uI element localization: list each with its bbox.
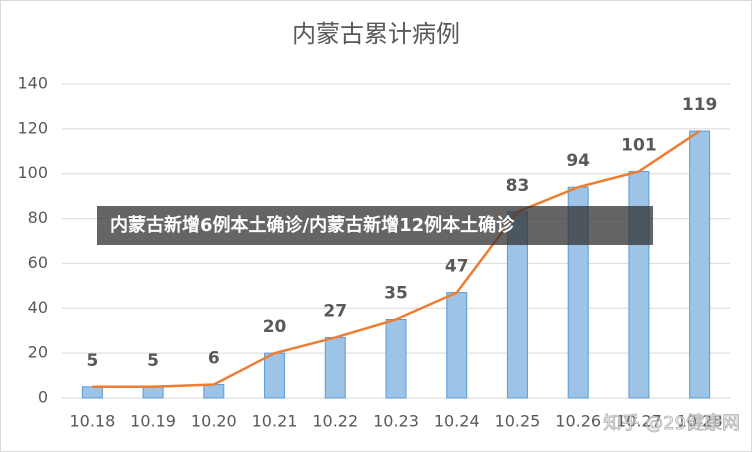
x-tick-label: 10.22: [312, 412, 358, 431]
data-label: 101: [621, 135, 657, 155]
data-label: 5: [86, 351, 98, 371]
bar: [446, 292, 468, 399]
data-label: 20: [263, 317, 287, 337]
data-label: 35: [384, 284, 408, 304]
data-label: 83: [506, 176, 530, 196]
bar: [324, 336, 346, 399]
x-tick-label: 10.19: [130, 412, 176, 431]
data-label: 6: [208, 349, 220, 369]
data-label: 94: [566, 151, 590, 171]
bar: [689, 130, 711, 399]
data-label: 119: [682, 95, 718, 115]
y-tick-label: 80: [28, 208, 48, 227]
x-tick-label: 10.27: [616, 412, 662, 431]
bar: [385, 319, 407, 399]
bar: [628, 170, 650, 399]
y-tick-label: 0: [38, 388, 48, 407]
x-tick-label: 10.21: [252, 412, 298, 431]
chart-title: 内蒙古累计病例: [292, 20, 460, 48]
x-tick-label: 10.28: [677, 412, 723, 431]
x-tick-label: 10.18: [69, 412, 115, 431]
bar: [142, 386, 164, 399]
data-label: 5: [147, 351, 159, 371]
y-tick-label: 100: [17, 163, 48, 182]
caption: 内蒙古新增6例本土确诊/内蒙古新增12例本土确诊: [110, 214, 515, 236]
x-tick-label: 10.20: [191, 412, 237, 431]
data-label: 27: [323, 301, 347, 321]
x-tick-label: 10.26: [555, 412, 601, 431]
y-tick-label: 20: [28, 343, 48, 362]
x-tick-label: 10.24: [434, 412, 480, 431]
bar: [264, 352, 286, 399]
bar: [203, 384, 225, 399]
watermark: 知乎 @29健康网: [603, 413, 740, 434]
trend-line: [92, 130, 701, 389]
y-tick-label: 60: [28, 253, 48, 272]
y-tick-label: 120: [17, 118, 48, 137]
y-tick-label: 140: [17, 74, 48, 93]
data-label: 47: [445, 257, 469, 277]
y-tick-label: 40: [28, 298, 48, 317]
caption-banner: [97, 206, 653, 245]
x-tick-label: 10.23: [373, 412, 419, 431]
x-tick-label: 10.25: [495, 412, 541, 431]
bar: [81, 386, 103, 399]
